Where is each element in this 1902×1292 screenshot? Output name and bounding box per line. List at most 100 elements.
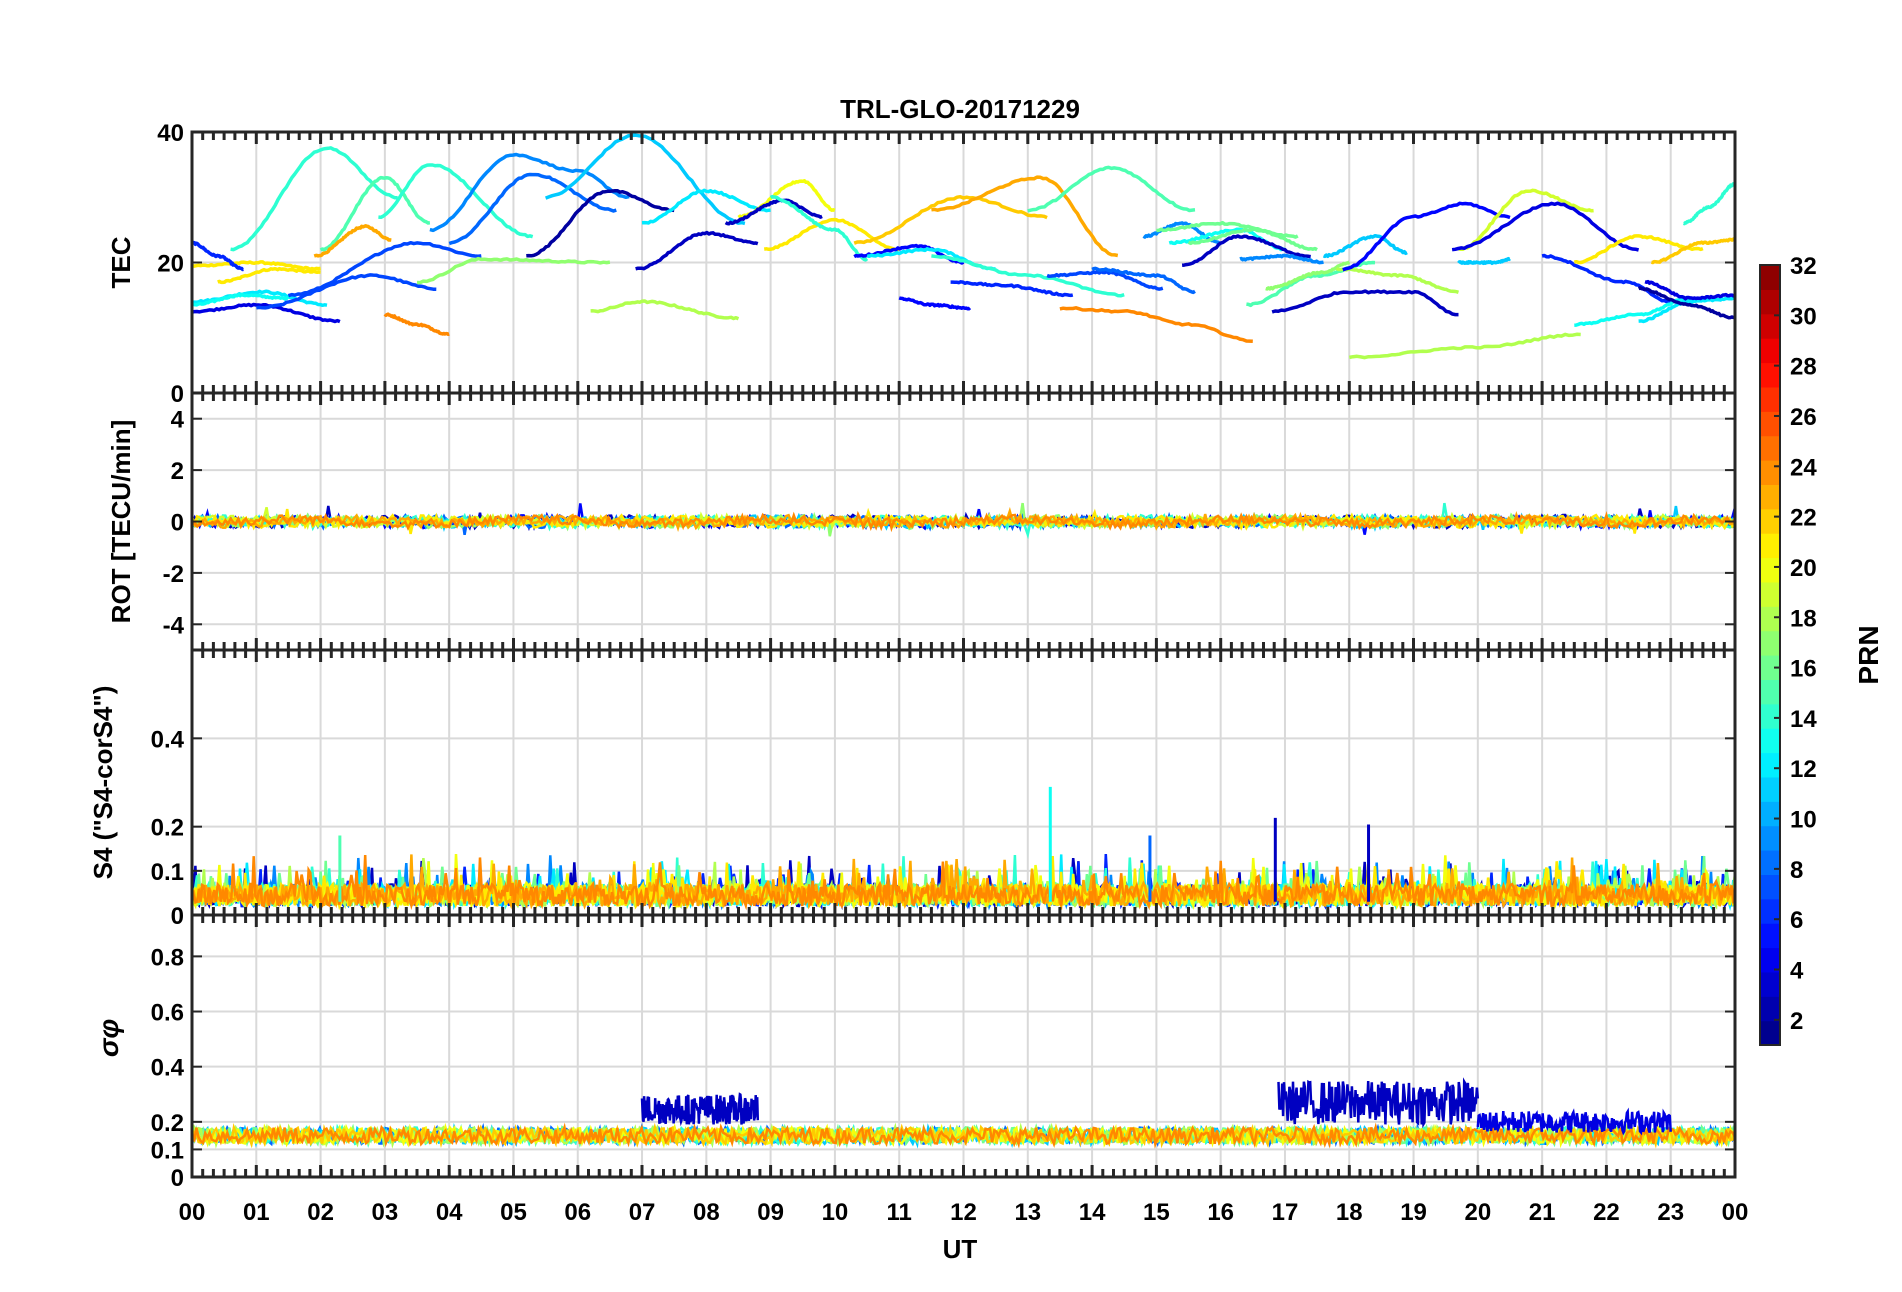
sigma-elevated-prn-3 xyxy=(1277,1077,1480,1129)
tec-series-prn-8 xyxy=(1091,266,1196,295)
colorbar-step xyxy=(1760,679,1780,705)
tec-series-prn-5 xyxy=(1342,201,1511,272)
colorbar-tick-label: 6 xyxy=(1790,907,1803,934)
tec-series-prn-18 xyxy=(1348,332,1581,360)
x-tick-label: 02 xyxy=(307,1199,334,1226)
colorbar-tick-label: 32 xyxy=(1790,253,1817,280)
x-tick-label: 11 xyxy=(887,1199,912,1226)
y-tick-label: -2 xyxy=(163,561,184,588)
y-tick-label: 0 xyxy=(171,1165,184,1192)
colorbar-step xyxy=(1760,947,1780,973)
x-tick-label: 17 xyxy=(1272,1199,1299,1226)
y-tick-label: 0.4 xyxy=(151,726,185,753)
sigma-elevated-prn-3 xyxy=(640,1092,760,1127)
tec-series-prn-11 xyxy=(1322,233,1408,259)
x-tick-label: 20 xyxy=(1464,1199,1491,1226)
tec-series-prn-24 xyxy=(1059,306,1253,344)
colorbar-tick-label: 28 xyxy=(1790,354,1817,381)
colorbar-step xyxy=(1760,703,1780,729)
colorbar-tick-label: 20 xyxy=(1790,555,1817,582)
x-tick-label: 04 xyxy=(436,1199,463,1226)
tec-series-prn-14 xyxy=(931,254,1125,298)
tec-series-prn-7 xyxy=(1046,269,1164,291)
tec-series-prn-17 xyxy=(416,256,611,285)
y-tick-label: 0 xyxy=(171,381,184,408)
x-tick-label: 01 xyxy=(243,1199,270,1226)
colorbar-label: PRN xyxy=(1853,625,1884,684)
tec-series-prn-11 xyxy=(545,133,746,226)
x-tick-label: 15 xyxy=(1143,1199,1170,1226)
y-tick-label: 0.2 xyxy=(151,815,184,842)
chart-title: TRL-GLO-20171229 xyxy=(840,94,1080,124)
colorbar-tick-label: 16 xyxy=(1790,656,1817,683)
y-axis-label-TEC: TEC xyxy=(106,236,136,288)
colorbar-step xyxy=(1760,362,1780,388)
x-tick-label: 13 xyxy=(1014,1199,1041,1226)
x-tick-label: 23 xyxy=(1657,1199,1684,1226)
colorbar-step xyxy=(1760,1020,1780,1046)
x-tick-label: 14 xyxy=(1079,1199,1106,1226)
tec-series-prn-2 xyxy=(1637,286,1735,320)
colorbar-tick-label: 10 xyxy=(1790,807,1817,834)
x-tick-label: 10 xyxy=(822,1199,849,1226)
colorbar-step xyxy=(1760,313,1780,339)
tec-series-prn-19 xyxy=(1458,188,1594,252)
tec-series-prn-21 xyxy=(763,217,900,252)
tec-series-prn-22 xyxy=(853,194,1048,245)
x-tick-label: 19 xyxy=(1400,1199,1427,1226)
tec-series-prn-3 xyxy=(1271,289,1459,317)
data-layer xyxy=(192,133,1735,360)
tec-series-prn-11 xyxy=(1457,256,1511,266)
y-tick-label: 4 xyxy=(171,407,185,434)
tec-series-prn-13 xyxy=(192,292,290,307)
colorbar-step xyxy=(1760,338,1780,364)
y-tick-label: -4 xyxy=(163,612,185,639)
tec-series-prn-15 xyxy=(1027,165,1196,213)
colorbar-tick-label: 24 xyxy=(1790,454,1817,481)
colorbar-tick-label: 14 xyxy=(1790,706,1817,733)
colorbar-tick-label: 2 xyxy=(1790,1008,1803,1035)
x-tick-label: 07 xyxy=(629,1199,656,1226)
data-layer xyxy=(192,786,1735,911)
sigma-series-prn-22 xyxy=(192,1122,1735,1149)
tec-series-prn-14 xyxy=(769,194,869,262)
colorbar-step xyxy=(1760,411,1780,437)
tec-series-prn-23 xyxy=(313,224,392,258)
tec-series-prn-7 xyxy=(287,240,482,298)
colorbar-step xyxy=(1760,581,1780,607)
x-minor-ticks xyxy=(190,915,1737,1177)
tec-series-prn-6 xyxy=(950,280,1074,298)
data-layer xyxy=(192,502,1735,540)
colorbar-step xyxy=(1760,630,1780,656)
panel-sigma_phi: 00.10.2 0.4 0.6 0.8 σφ xyxy=(93,913,1737,1192)
tec-series-prn-12 xyxy=(641,188,771,225)
colorbar-tick-label: 30 xyxy=(1790,303,1817,330)
x-minor-ticks xyxy=(190,393,1737,650)
colorbar-step xyxy=(1760,533,1780,559)
y-tick-label: 40 xyxy=(157,120,184,147)
data-layer xyxy=(192,1077,1735,1149)
tec-series-prn-2 xyxy=(526,188,675,258)
x-axis-label: UT xyxy=(943,1234,978,1264)
colorbar-step xyxy=(1760,386,1780,412)
tec-series-prn-12 xyxy=(1638,296,1735,324)
colorbar-step xyxy=(1760,850,1780,875)
tec-series-prn-5 xyxy=(898,296,972,311)
colorbar-step xyxy=(1760,460,1780,485)
tec-series-prn-4 xyxy=(1451,201,1640,252)
y-tick-label: 0.8 xyxy=(151,944,184,971)
tec-series-prn-6 xyxy=(192,240,245,272)
tec-series-prn-4 xyxy=(1644,279,1735,301)
colorbar-step xyxy=(1760,606,1780,632)
colorbar-step xyxy=(1760,874,1780,900)
colorbar-tick-label: 22 xyxy=(1790,505,1817,532)
x-tick-label: 00 xyxy=(179,1199,206,1226)
tec-series-prn-18 xyxy=(590,299,740,321)
colorbar-step xyxy=(1760,289,1780,315)
colorbar-step xyxy=(1760,484,1780,510)
tec-series-prn-21 xyxy=(217,266,321,285)
colorbar-step xyxy=(1760,971,1780,997)
y-axis-label-sigma: σφ xyxy=(93,1019,124,1057)
